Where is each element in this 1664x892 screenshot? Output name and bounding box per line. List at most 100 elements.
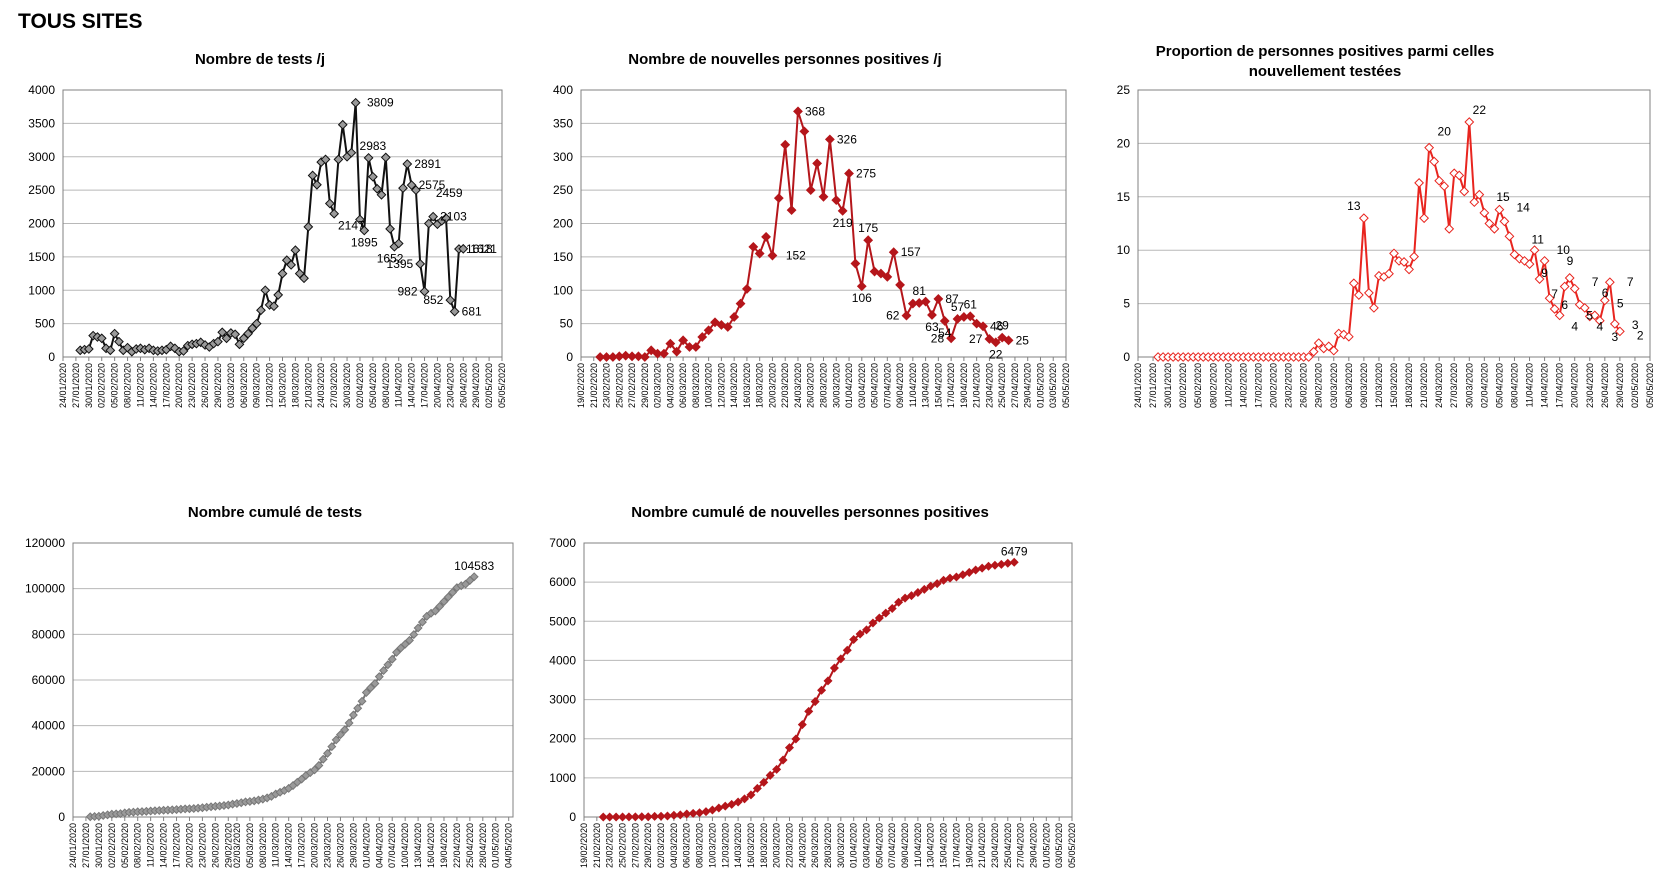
data-point: [1399, 257, 1409, 267]
data-point: [393, 238, 404, 249]
data-point: [1484, 218, 1495, 229]
x-tick-label: 03/05/2020: [1054, 823, 1064, 868]
x-tick-label: 14/02/2020: [1238, 363, 1248, 408]
y-tick-label: 3000: [28, 150, 55, 164]
x-tick-label: 08/04/2020: [1509, 363, 1519, 408]
x-tick-label: 21/03/2020: [1419, 363, 1429, 408]
data-point: [662, 811, 672, 821]
data-label: 63: [925, 320, 939, 334]
data-point: [1348, 278, 1359, 289]
y-tick-label: 1000: [549, 771, 576, 785]
x-tick-label: 26/03/2020: [810, 823, 820, 868]
data-point: [96, 333, 107, 344]
data-point: [1544, 293, 1555, 304]
x-tick-label: 11/02/2020: [135, 363, 145, 407]
data-point: [355, 214, 365, 225]
data-point: [374, 672, 384, 682]
data-point: [856, 281, 867, 292]
data-point: [688, 808, 698, 818]
data-point: [1389, 248, 1399, 259]
x-tick-label: 09/03/2020: [252, 363, 262, 408]
y-tick-label: 20: [1117, 136, 1131, 150]
x-tick-label: 17/02/2020: [1253, 363, 1263, 408]
data-point: [611, 812, 621, 822]
x-tick-label: 22/03/2020: [780, 363, 790, 408]
y-tick-label: 3500: [28, 116, 55, 130]
y-tick-label: 0: [566, 350, 573, 364]
data-point: [1454, 170, 1465, 181]
data-point: [927, 310, 937, 320]
data-point: [243, 328, 253, 339]
data-point: [746, 790, 756, 800]
data-point: [260, 285, 271, 296]
data-point: [83, 344, 94, 354]
data-point: [742, 284, 752, 294]
data-point: [842, 645, 852, 655]
x-tick-label: 24/03/2020: [316, 363, 326, 408]
data-point: [862, 625, 872, 635]
data-label: 29: [996, 319, 1010, 333]
data-label: 2575: [419, 178, 446, 192]
data-point: [1569, 283, 1580, 294]
data-point: [1353, 290, 1364, 300]
data-point: [340, 725, 350, 735]
data-point: [1444, 223, 1455, 234]
data-point: [716, 320, 727, 330]
data-point: [1369, 302, 1379, 313]
x-tick-label: 01/04/2020: [361, 823, 371, 868]
x-tick-label: 26/04/2020: [1600, 363, 1610, 408]
x-tick-label: 05/04/2020: [874, 823, 884, 868]
data-point: [701, 807, 711, 817]
data-label: 326: [837, 132, 857, 146]
data-point: [310, 765, 320, 775]
x-tick-label: 12/03/2020: [1374, 363, 1384, 408]
x-tick-label: 23/03/2020: [323, 823, 333, 868]
x-tick-label: 08/02/2020: [123, 363, 133, 408]
data-point: [1489, 223, 1500, 234]
data-point: [346, 147, 357, 158]
data-point: [1358, 213, 1369, 224]
data-point: [740, 794, 750, 804]
data-point: [882, 271, 893, 282]
data-point: [234, 339, 245, 350]
x-tick-label: 14/04/2020: [1540, 363, 1550, 408]
y-tick-label: 15: [1117, 190, 1131, 204]
data-point: [1589, 310, 1600, 321]
data-point: [114, 336, 124, 347]
series-line: [1158, 121, 1621, 358]
data-point: [888, 247, 899, 258]
data-point: [1539, 255, 1550, 266]
data-point: [812, 158, 823, 169]
y-tick-label: 300: [553, 150, 573, 164]
data-label: 1895: [351, 236, 378, 250]
data-point: [335, 730, 345, 740]
x-tick-label: 07/04/2020: [887, 823, 897, 868]
data-label: 4: [1596, 319, 1603, 333]
data-label: 2: [1637, 329, 1644, 343]
data-point: [1574, 299, 1585, 310]
data-point: [413, 623, 423, 633]
x-tick-label: 13/04/2020: [921, 363, 931, 408]
data-label: 6: [1561, 298, 1568, 312]
data-point: [213, 336, 223, 347]
data-point: [1328, 345, 1339, 356]
data-point: [697, 332, 708, 342]
data-point: [874, 613, 884, 623]
x-tick-label: 26/03/2020: [335, 823, 345, 868]
data-label: 275: [856, 166, 876, 180]
x-tick-label: 13/04/2020: [926, 823, 936, 868]
y-tick-label: 5000: [549, 614, 576, 628]
x-tick-label: 02/03/2020: [656, 823, 666, 868]
data-point: [323, 748, 333, 758]
x-tick-label: 24/03/2020: [797, 823, 807, 868]
x-tick-label: 24/01/2020: [58, 363, 68, 408]
data-point: [650, 811, 660, 821]
data-point: [359, 225, 370, 236]
data-label: 7: [1627, 275, 1634, 289]
x-tick-label: 01/05/2020: [1035, 363, 1045, 408]
data-point: [895, 280, 905, 290]
data-label: 175: [858, 221, 878, 235]
data-point: [314, 760, 324, 770]
y-tick-label: 2000: [28, 217, 55, 231]
